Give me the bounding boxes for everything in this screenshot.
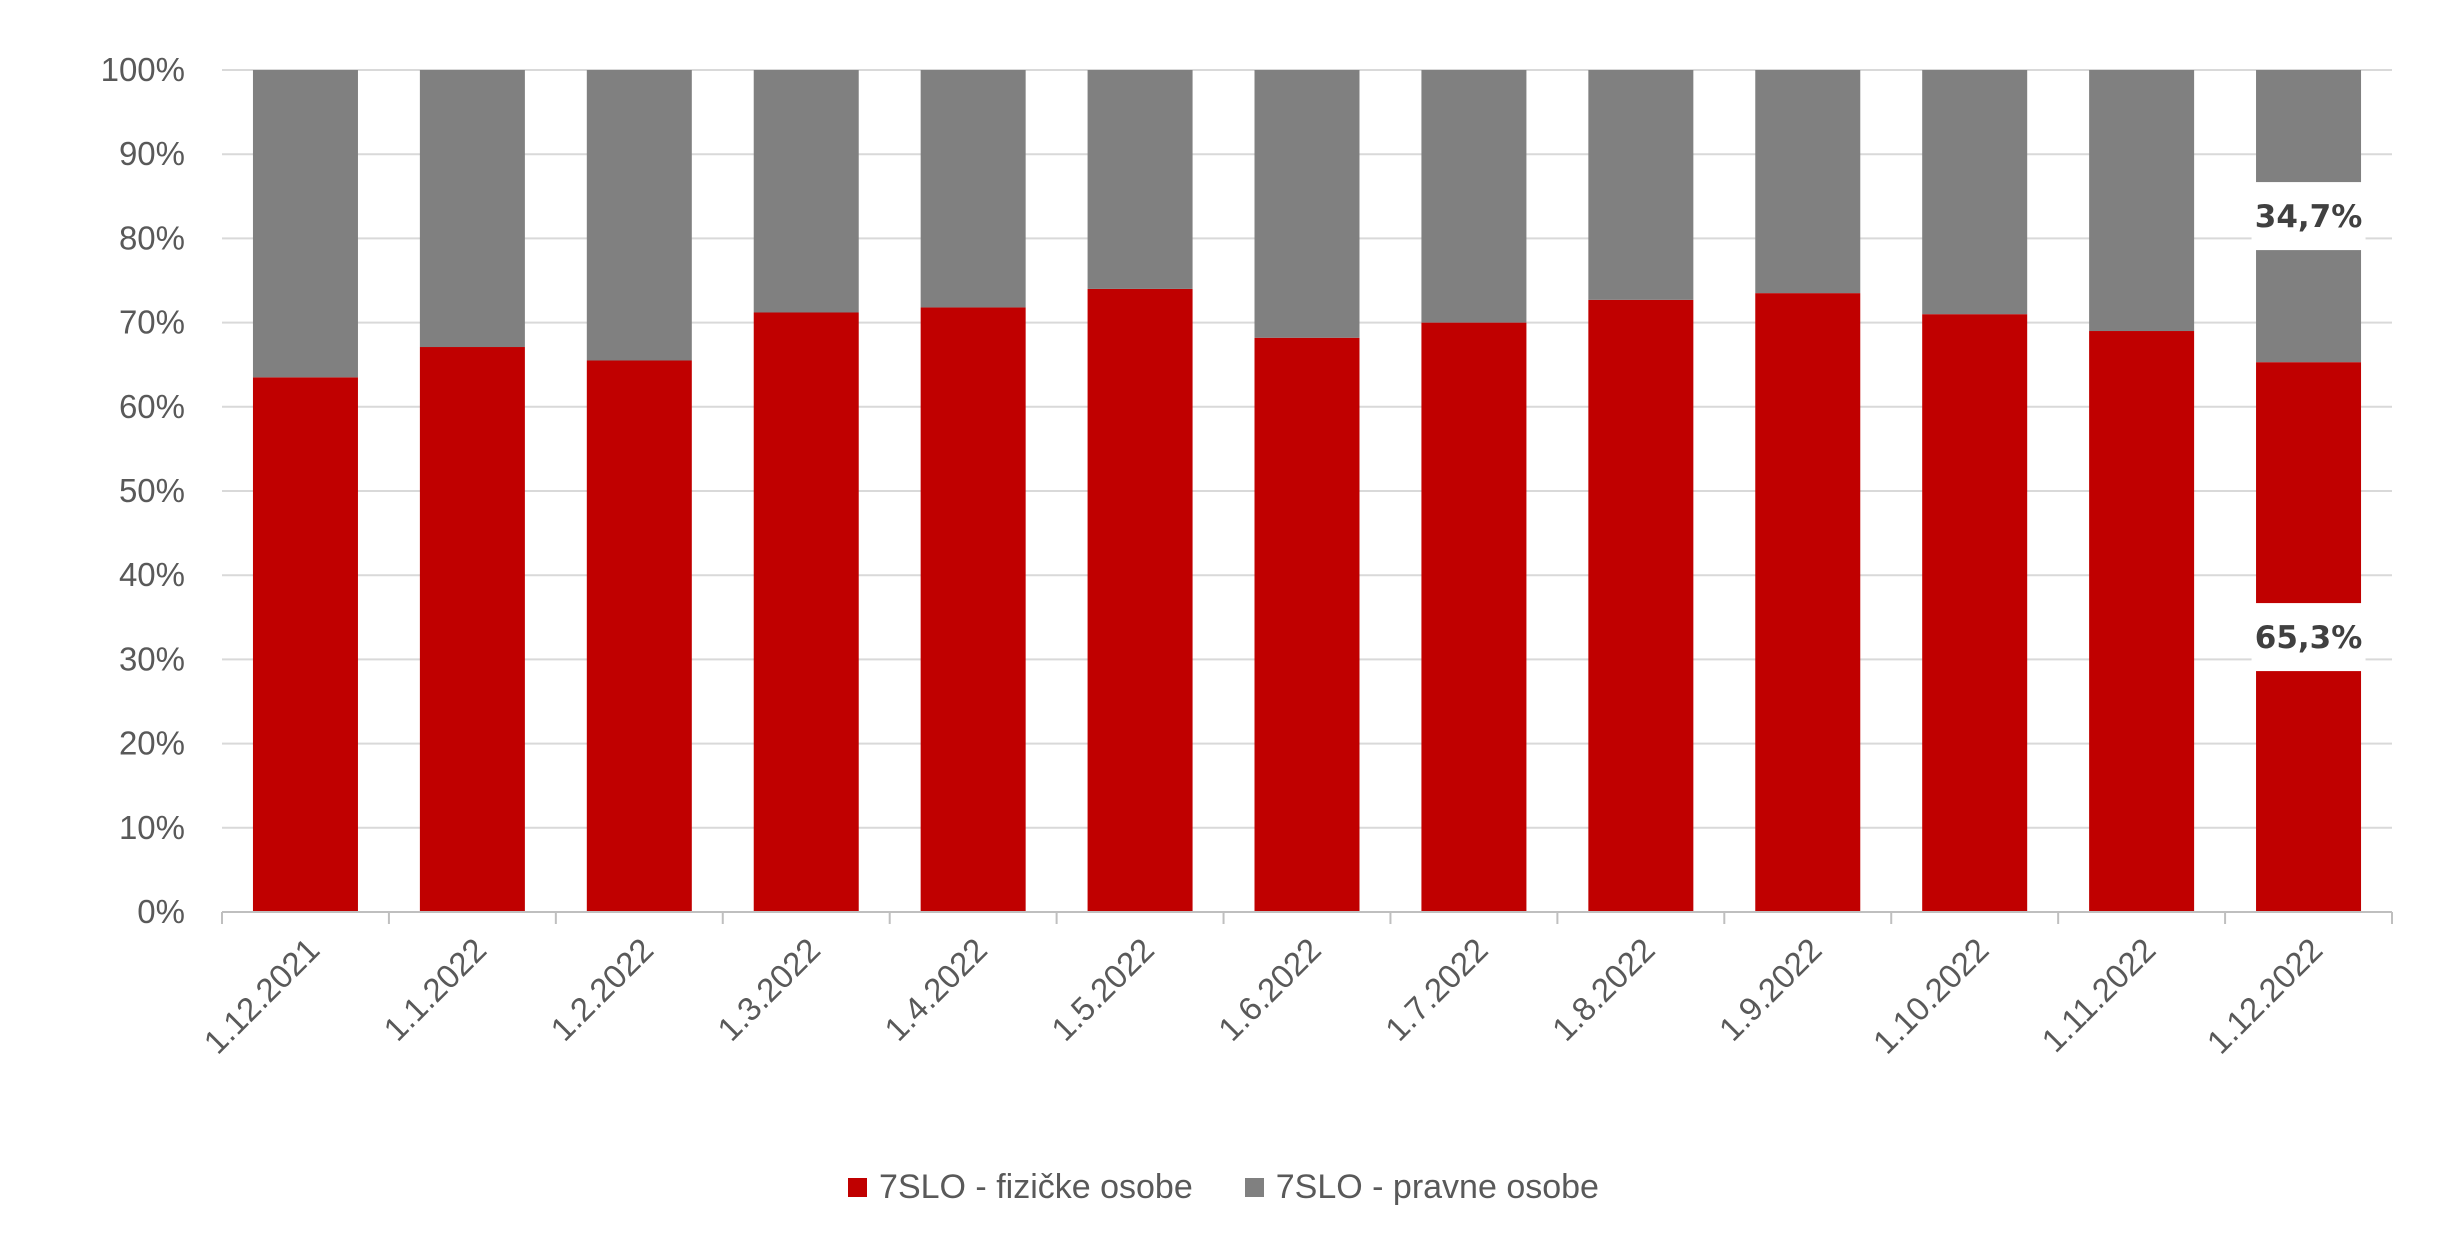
x-tick-label: 1.5.2022 <box>1044 931 1161 1048</box>
x-tick-label: 1.7.2022 <box>1378 931 1495 1048</box>
bar-pravne <box>586 70 692 361</box>
x-tick-label: 1.11.2022 <box>2034 931 2162 1059</box>
bar-fizicke <box>2089 331 2195 912</box>
bar-fizicke <box>1922 314 2028 912</box>
y-tick-label: 50% <box>119 472 185 509</box>
x-tick-label: 1.6.2022 <box>1211 931 1328 1048</box>
legend: 7SLO - fizičke osobe 7SLO - pravne osobe <box>0 1168 2447 1207</box>
y-tick-label: 60% <box>119 388 185 425</box>
y-tick-label: 90% <box>119 135 185 172</box>
legend-swatch-pravne <box>1244 1178 1264 1197</box>
x-tick-label: 1.4.2022 <box>877 931 994 1048</box>
data-label: 34,7% <box>2255 199 2363 235</box>
x-tick-label: 1.2.2022 <box>543 931 660 1048</box>
bar-fizicke <box>1087 288 1193 912</box>
data-labels: 34,7% 65,3% <box>2251 182 2366 672</box>
x-tick-label: 1.9.2022 <box>1712 931 1829 1048</box>
x-tick-label: 1.12.2022 <box>2200 931 2330 1061</box>
legend-item-pravne: 7SLO - pravne osobe <box>1244 1168 1599 1207</box>
x-tick-label: 1.10.2022 <box>1866 931 1996 1061</box>
bar-pravne <box>1254 70 1360 338</box>
bar-pravne <box>753 70 859 313</box>
bar-pravne <box>419 70 525 348</box>
y-tick-label: 70% <box>119 304 185 341</box>
x-tick-labels: 1.12.2021 1.1.2022 1.2.2022 1.3.2022 1.4.202… <box>196 912 2393 1061</box>
bar-fizicke <box>1588 299 1694 913</box>
bar-pravne <box>2089 70 2195 332</box>
y-tick-label: 100% <box>101 51 185 88</box>
bar-fizicke <box>1755 293 1861 912</box>
y-tick-labels: 0% 10% 20% 30% 40% 50% 60% 70% 80% 90% 100% <box>101 51 185 930</box>
data-label-bg <box>2251 182 2366 251</box>
data-label: 65,3% <box>2255 620 2363 656</box>
bar-pravne <box>1588 70 1694 300</box>
bar-fizicke <box>1421 322 1527 913</box>
bar-pravne <box>1755 70 1861 294</box>
y-tick-label: 30% <box>119 640 185 677</box>
data-label-bg <box>2251 603 2366 672</box>
legend-item-fizicke: 7SLO - fizičke osobe <box>848 1168 1193 1207</box>
legend-label-fizicke: 7SLO - fizičke osobe <box>879 1168 1193 1206</box>
bar-fizicke <box>920 307 1026 913</box>
bar-pravne <box>1421 70 1527 323</box>
bar-pravne <box>1922 70 2028 315</box>
bar-pravne <box>1087 70 1193 289</box>
x-tick-label: 1.12.2021 <box>196 931 326 1061</box>
bar-fizicke <box>586 360 692 912</box>
bar-pravne <box>920 70 1026 308</box>
y-tick-label: 20% <box>119 725 185 762</box>
legend-label-pravne: 7SLO - pravne osobe <box>1275 1168 1599 1206</box>
y-tick-label: 10% <box>119 809 185 846</box>
x-tick-label: 1.3.2022 <box>710 931 827 1048</box>
x-tick-label: 1.8.2022 <box>1545 931 1662 1048</box>
x-tick-label: 1.1.2022 <box>376 931 493 1048</box>
bar-pravne <box>252 70 358 378</box>
bar-fizicke <box>419 347 525 912</box>
bar-fizicke <box>753 312 859 913</box>
y-tick-label: 40% <box>119 556 185 593</box>
y-tick-label: 0% <box>137 893 185 930</box>
legend-swatch-fizicke <box>848 1178 868 1197</box>
bar-fizicke <box>252 377 358 913</box>
bar-fizicke <box>1254 337 1360 913</box>
y-tick-label: 80% <box>119 219 185 256</box>
